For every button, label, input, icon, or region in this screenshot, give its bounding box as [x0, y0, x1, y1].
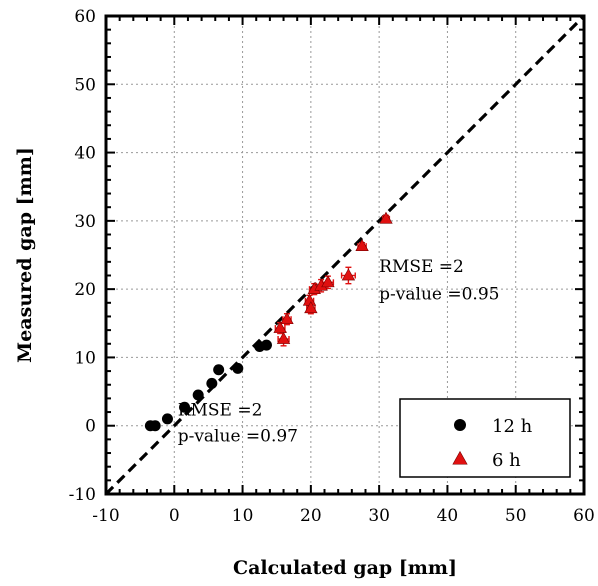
x-tick-label: 10 [232, 506, 254, 526]
data-point-12h [260, 339, 272, 351]
y-tick-label: 60 [74, 7, 96, 27]
legend-marker-6h [452, 450, 468, 465]
data-point-6h [379, 211, 393, 224]
x-tick-label: 20 [300, 506, 322, 526]
data-point-6h [304, 301, 318, 314]
data-point-12h [161, 413, 173, 425]
y-tick-label: 20 [74, 280, 96, 300]
tick-labels: -10 0 10 20 30 40 50 60 -10 0 10 20 30 40 50 60 [69, 7, 595, 526]
x-tick-label: 40 [437, 506, 459, 526]
x-tick-label: 50 [505, 506, 527, 526]
data-point-12h [213, 364, 225, 376]
x-tick-label: -10 [92, 506, 119, 526]
y-tick-label: 0 [85, 417, 96, 437]
legend-label: 6 h [492, 450, 521, 471]
data-point-12h [149, 420, 161, 432]
legend: 12 h 6 h [399, 398, 571, 478]
data-point-12h [206, 377, 218, 389]
data-point-12h [192, 389, 204, 401]
annotations: RMSE =2 p-value =0.95 RMSE =2 p-value =0.97 [178, 257, 500, 446]
annotation-text: p-value =0.95 [379, 284, 499, 304]
y-tick-label: -10 [69, 485, 96, 505]
data-point-6h [355, 239, 369, 251]
axis-ticks [105, 15, 585, 495]
x-tick-label: 30 [368, 506, 390, 526]
data-point-12h [179, 401, 191, 413]
annotation-text: RMSE =2 [379, 257, 464, 277]
legend-label: 12 h [492, 416, 533, 437]
y-tick-label: 10 [74, 348, 96, 368]
data-point-12h [232, 362, 244, 374]
annotation-text: p-value =0.97 [178, 426, 298, 446]
y-tick-label: 40 [74, 144, 96, 164]
legend-marker-12h [454, 419, 466, 431]
y-tick-label: 50 [74, 75, 96, 95]
data-point-6h [280, 312, 294, 325]
data-markers [144, 211, 393, 432]
legend-box [399, 398, 571, 478]
y-axis-title: Measured gap [mm] [14, 147, 36, 363]
data-point-6h [321, 275, 335, 288]
plot-frame [104, 14, 586, 496]
y-tick-label: 30 [74, 212, 96, 232]
data-point-6h [276, 331, 291, 344]
x-axis-title: Calculated gap [mm] [233, 557, 457, 579]
identity-reference-line [104, 14, 586, 496]
error-bars [274, 214, 391, 347]
x-tick-label: 60 [573, 506, 595, 526]
data-point-6h [341, 268, 356, 281]
annotation-text: RMSE =2 [178, 400, 263, 420]
x-tick-label: 0 [169, 506, 180, 526]
data-point-6h [273, 320, 287, 333]
